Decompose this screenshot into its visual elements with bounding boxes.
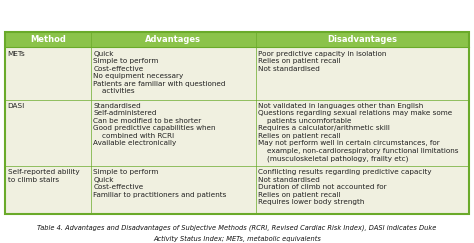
- Text: Not validated in languages other than English
Questions regarding sexual relatio: Not validated in languages other than En…: [258, 103, 459, 162]
- FancyBboxPatch shape: [5, 32, 469, 47]
- Text: Advantages: Advantages: [145, 35, 201, 44]
- Text: Simple to perform
Quick
Cost-effective
Familiar to practitioners and patients: Simple to perform Quick Cost-effective F…: [93, 169, 227, 198]
- FancyBboxPatch shape: [5, 32, 469, 214]
- Text: Activity Status Index; METs, metabolic equivalents: Activity Status Index; METs, metabolic e…: [153, 236, 321, 242]
- Text: Quick
Simple to perform
Cost-effective
No equipment necessary
Patients are famil: Quick Simple to perform Cost-effective N…: [93, 51, 226, 94]
- Text: DASI: DASI: [8, 103, 25, 109]
- Text: Table 4. Advantages and Disadvantages of Subjective Methods (RCRI, Revised Cardi: Table 4. Advantages and Disadvantages of…: [0, 242, 1, 243]
- Text: Conflicting results regarding predictive capacity
Not standardised
Duration of c: Conflicting results regarding predictive…: [258, 169, 432, 205]
- Text: Standardised
Self-administered
Can be modified to be shorter
Good predictive cap: Standardised Self-administered Can be mo…: [93, 103, 216, 146]
- Text: METs: METs: [8, 51, 25, 57]
- Text: Self-reported ability
to climb stairs: Self-reported ability to climb stairs: [8, 169, 79, 183]
- Text: Method: Method: [30, 35, 65, 44]
- Text: Poor predictive capacity in isolation
Relies on patient recall
Not standardised: Poor predictive capacity in isolation Re…: [258, 51, 387, 71]
- Text: Table 4. Advantages and Disadvantages of Subjective Methods (RCRI, Revised Cardi: Table 4. Advantages and Disadvantages of…: [37, 225, 437, 231]
- Text: Disadvantages: Disadvantages: [328, 35, 397, 44]
